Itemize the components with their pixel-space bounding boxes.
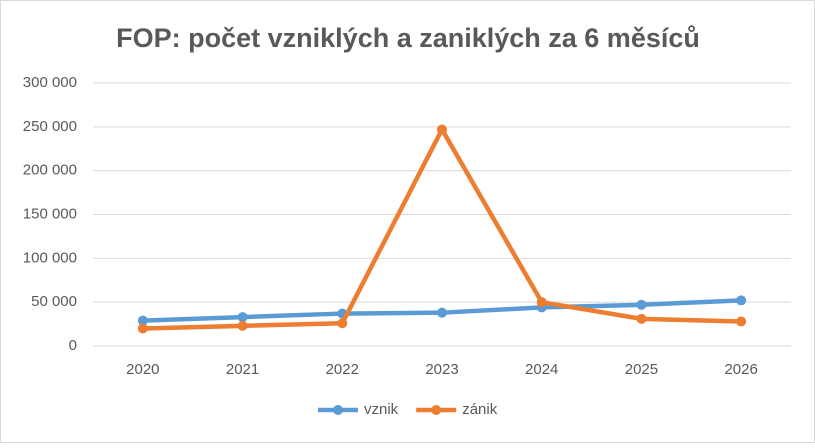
y-tick-label: 50 000 xyxy=(31,293,77,310)
data-point xyxy=(636,299,647,310)
y-tick-label: 150 000 xyxy=(23,205,77,222)
y-tick-label: 200 000 xyxy=(23,162,77,179)
legend-label: zánik xyxy=(462,401,498,418)
y-tick-label: 100 000 xyxy=(23,249,77,266)
data-point xyxy=(337,318,348,329)
chart-title: FOP: počet vzniklých a zaniklých za 6 mě… xyxy=(116,23,700,53)
y-tick-label: 250 000 xyxy=(23,118,77,135)
data-point xyxy=(137,323,148,334)
data-point xyxy=(437,307,447,318)
x-tick-label: 2023 xyxy=(425,361,458,378)
legend-marker xyxy=(333,405,343,415)
x-tick-label: 2025 xyxy=(625,361,658,378)
data-point xyxy=(736,316,747,327)
data-point xyxy=(237,312,248,323)
legend-marker xyxy=(431,405,442,415)
data-point xyxy=(736,295,747,306)
x-tick-label: 2020 xyxy=(126,361,159,378)
legend-label: vznik xyxy=(364,401,399,418)
x-tick-label: 2026 xyxy=(724,361,757,378)
y-tick-label: 300 000 xyxy=(23,74,77,91)
x-tick-label: 2024 xyxy=(525,361,558,378)
data-point xyxy=(437,124,447,135)
data-point xyxy=(137,315,148,326)
data-point xyxy=(536,297,547,308)
data-point xyxy=(237,320,248,331)
x-tick-label: 2022 xyxy=(326,361,359,378)
y-tick-label: 0 xyxy=(69,337,77,354)
x-tick-label: 2021 xyxy=(226,361,259,378)
data-point xyxy=(636,313,647,324)
